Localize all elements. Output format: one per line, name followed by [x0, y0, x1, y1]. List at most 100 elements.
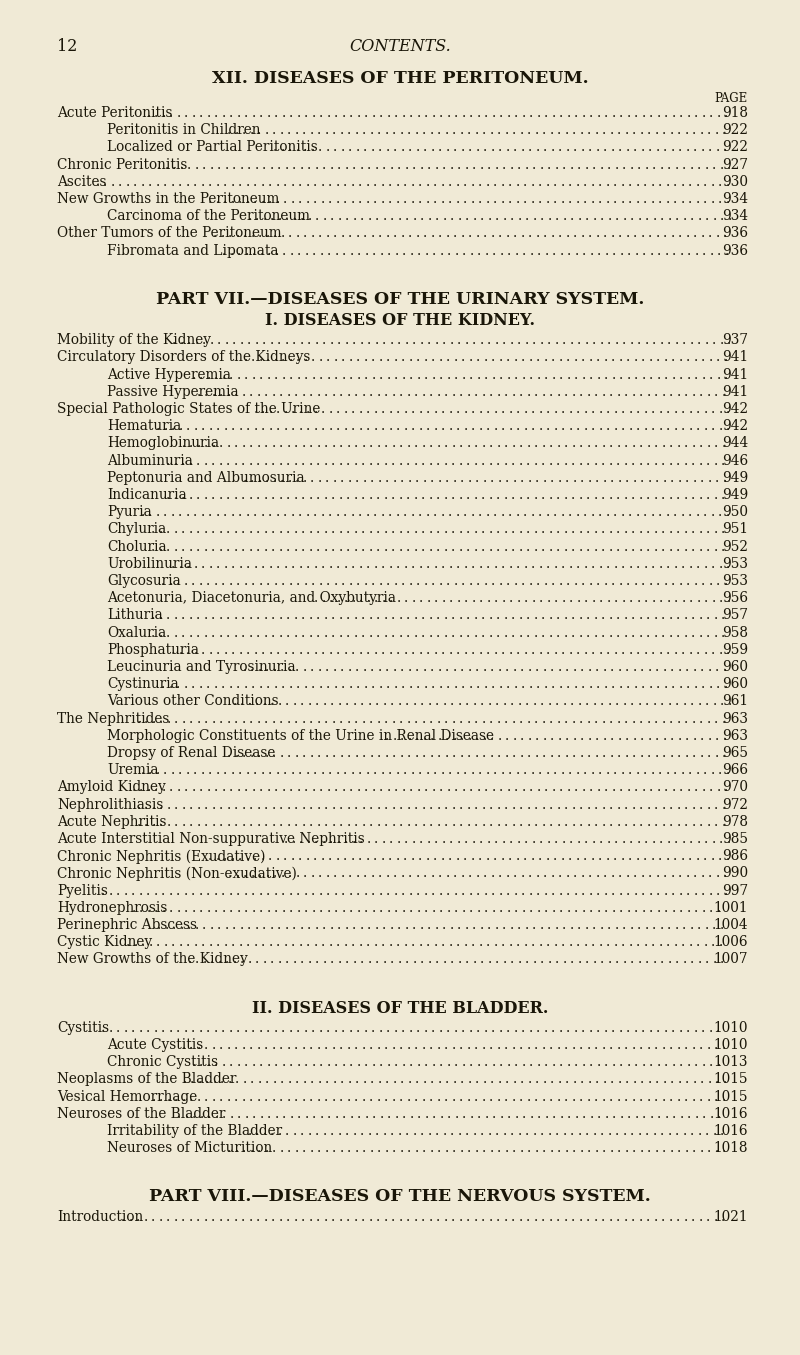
Text: .: .: [403, 175, 407, 188]
Text: .: .: [628, 763, 632, 778]
Text: .: .: [295, 226, 300, 240]
Text: .: .: [458, 209, 462, 224]
Text: .: .: [629, 642, 633, 657]
Text: .: .: [295, 470, 299, 485]
Text: .: .: [717, 244, 722, 257]
Text: .: .: [643, 419, 648, 434]
Text: .: .: [660, 953, 664, 966]
Text: .: .: [579, 1038, 583, 1051]
Text: 961: 961: [722, 694, 748, 709]
Text: .: .: [369, 385, 374, 398]
Text: .: .: [611, 575, 615, 588]
Text: .: .: [715, 729, 719, 743]
Text: .: .: [221, 575, 226, 588]
Text: .: .: [718, 1107, 722, 1121]
Text: .: .: [433, 175, 438, 188]
Text: .: .: [706, 523, 710, 537]
Text: .: .: [250, 226, 254, 240]
Text: .: .: [380, 244, 384, 257]
Text: .: .: [469, 351, 473, 364]
Text: .: .: [490, 729, 494, 743]
Text: .: .: [381, 402, 386, 416]
Text: .: .: [356, 780, 361, 794]
Text: .: .: [526, 626, 530, 640]
Text: .: .: [362, 123, 366, 137]
Text: .: .: [103, 175, 107, 188]
Text: .: .: [289, 1056, 294, 1069]
Text: .: .: [721, 523, 725, 537]
Text: .: .: [501, 763, 505, 778]
Text: .: .: [610, 1020, 615, 1035]
Text: .: .: [484, 1056, 488, 1069]
Text: .: .: [377, 798, 381, 812]
Text: .: .: [336, 935, 341, 950]
Text: .: .: [318, 866, 322, 881]
Text: .: .: [580, 1141, 584, 1156]
Text: .: .: [183, 678, 188, 691]
Text: .: .: [211, 711, 216, 725]
Text: 963: 963: [722, 711, 748, 725]
Text: .: .: [170, 175, 175, 188]
Text: .: .: [456, 935, 461, 950]
Text: .: .: [646, 814, 650, 829]
Text: .: .: [505, 660, 510, 673]
Text: .: .: [297, 106, 301, 121]
Text: .: .: [710, 850, 714, 863]
Text: .: .: [630, 523, 635, 537]
Text: .: .: [333, 141, 338, 154]
Text: .: .: [438, 470, 442, 485]
Text: .: .: [548, 626, 553, 640]
Text: .: .: [362, 1072, 366, 1087]
Text: .: .: [551, 678, 555, 691]
Text: .: .: [346, 1089, 351, 1103]
Text: .: .: [291, 419, 295, 434]
Text: .: .: [421, 454, 426, 467]
Text: .: .: [294, 436, 298, 450]
Text: .: .: [536, 780, 541, 794]
Text: .: .: [306, 175, 310, 188]
Text: .: .: [602, 711, 606, 725]
Text: .: .: [230, 763, 235, 778]
Text: .: .: [304, 780, 308, 794]
Text: .: .: [450, 694, 454, 709]
Text: .: .: [557, 385, 561, 398]
Text: .: .: [449, 642, 453, 657]
Text: .: .: [602, 814, 606, 829]
Text: .: .: [311, 678, 315, 691]
Text: .: .: [696, 935, 701, 950]
Text: .: .: [243, 1020, 247, 1035]
Text: .: .: [346, 488, 350, 501]
Text: .: .: [310, 226, 314, 240]
Text: .: .: [254, 333, 259, 347]
Text: .: .: [720, 209, 724, 224]
Text: .: .: [314, 591, 318, 606]
Text: .: .: [614, 402, 618, 416]
Text: .: .: [419, 832, 423, 846]
Text: PART VII.—DISEASES OF THE URINARY SYSTEM.: PART VII.—DISEASES OF THE URINARY SYSTEM…: [156, 291, 644, 308]
Text: .: .: [321, 763, 325, 778]
Text: .: .: [392, 1141, 397, 1156]
Text: .: .: [635, 192, 639, 206]
Text: .: .: [247, 209, 252, 224]
Text: .: .: [557, 1089, 561, 1103]
Text: .: .: [452, 1072, 457, 1087]
Text: .: .: [429, 385, 434, 398]
Text: .: .: [479, 832, 483, 846]
Text: .: .: [549, 814, 553, 829]
Text: .: .: [310, 470, 314, 485]
Text: .: .: [383, 626, 387, 640]
Text: .: .: [498, 575, 502, 588]
Text: .: .: [239, 917, 243, 932]
Text: .: .: [585, 953, 589, 966]
Text: .: .: [615, 209, 619, 224]
Text: .: .: [181, 488, 186, 501]
Text: .: .: [593, 953, 597, 966]
Text: .: .: [317, 1089, 321, 1103]
Text: .: .: [701, 866, 705, 881]
Text: .: .: [369, 436, 373, 450]
Text: .: .: [454, 367, 458, 382]
Text: .: .: [637, 157, 641, 172]
Text: .: .: [518, 694, 522, 709]
Text: .: .: [642, 850, 647, 863]
Text: .: .: [715, 1072, 719, 1087]
